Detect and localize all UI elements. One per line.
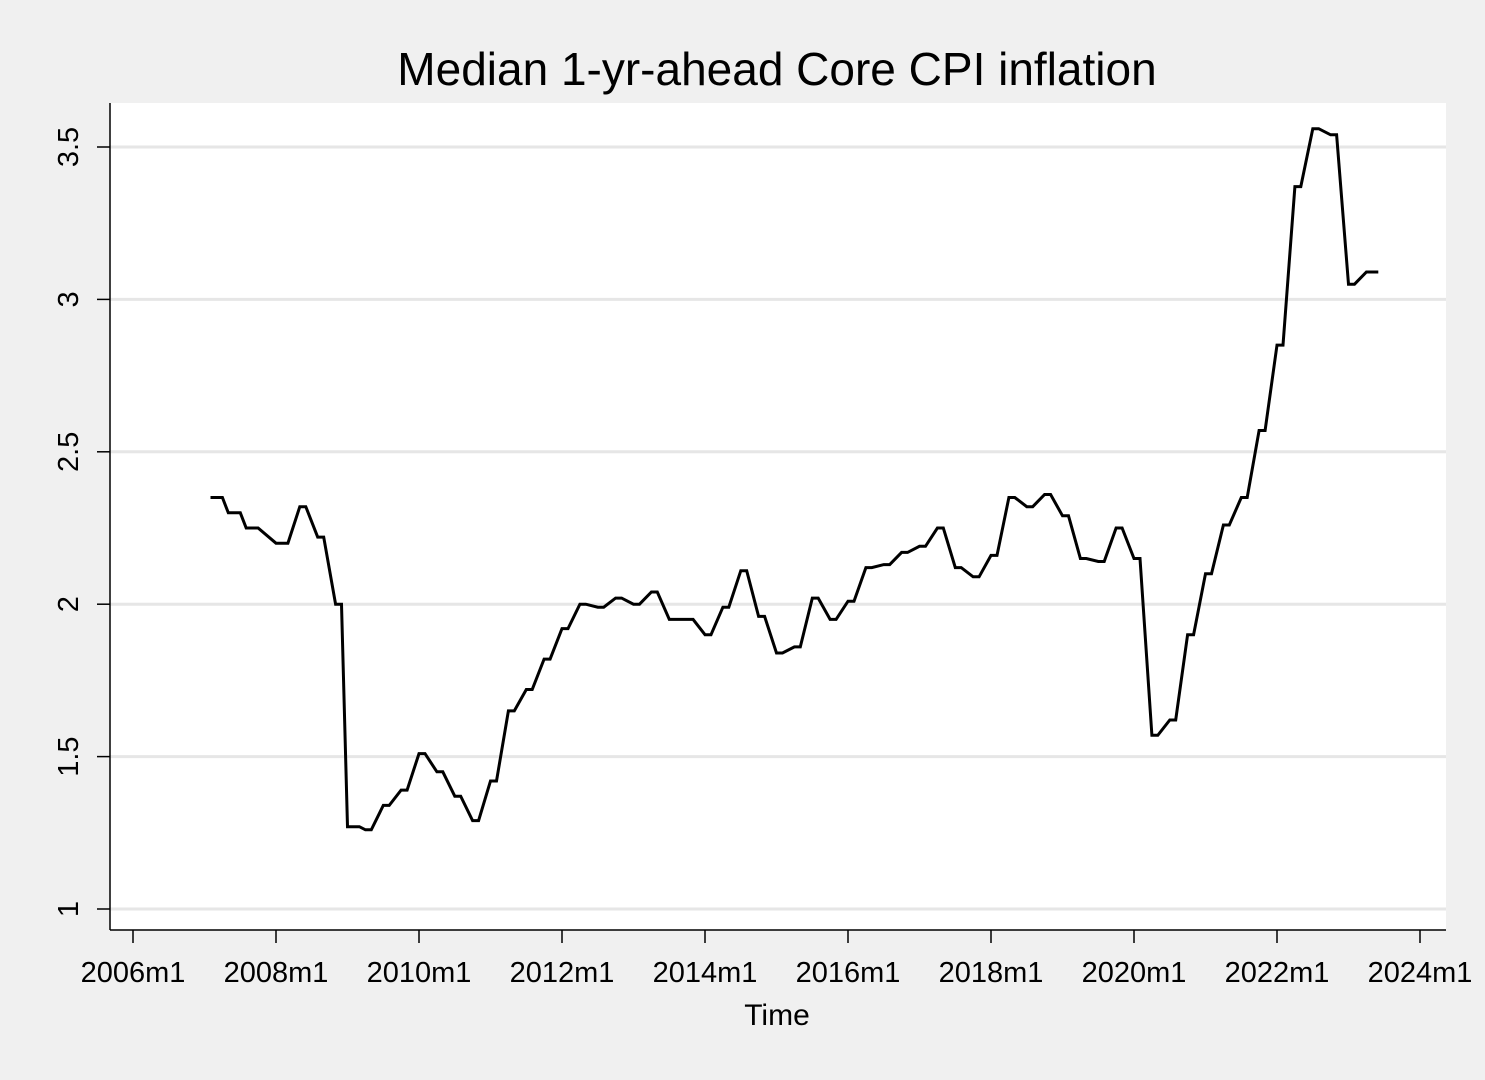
x-axis-title: Time [744, 999, 810, 1032]
y-tick-label: 3.5 [53, 127, 85, 167]
x-tick-label: 2020m1 [1082, 957, 1187, 989]
y-tick-label: 1.5 [53, 736, 85, 776]
x-tick-label: 2012m1 [510, 957, 615, 989]
plot-area [110, 103, 1446, 930]
y-axis: 1 1.5 2 2.5 3 3.5 [53, 103, 111, 930]
y-tick-label: 3 [53, 291, 85, 307]
series-line [210, 127, 1379, 832]
x-tick-label: 2018m1 [939, 957, 1044, 989]
y-tick-label: 2 [53, 596, 85, 612]
x-tick-label: 2016m1 [796, 957, 901, 989]
series-layer [210, 127, 1379, 832]
x-tick-label: 2014m1 [653, 957, 758, 989]
grid-lines [110, 145, 1446, 911]
x-axis: 2006m1 2008m1 2010m1 2012m1 2014m1 2016m1 2018… [81, 929, 1473, 989]
y-tick-label: 1 [53, 901, 85, 917]
x-tick-label: 2022m1 [1225, 957, 1330, 989]
chart-title: Median 1-yr-ahead Core CPI inflation [397, 43, 1156, 95]
x-tick-label: 2010m1 [367, 957, 472, 989]
y-tick-label: 2.5 [53, 432, 85, 472]
x-tick-label: 2008m1 [224, 957, 329, 989]
x-tick-label: 2024m1 [1368, 957, 1473, 989]
x-tick-label: 2006m1 [81, 957, 186, 989]
